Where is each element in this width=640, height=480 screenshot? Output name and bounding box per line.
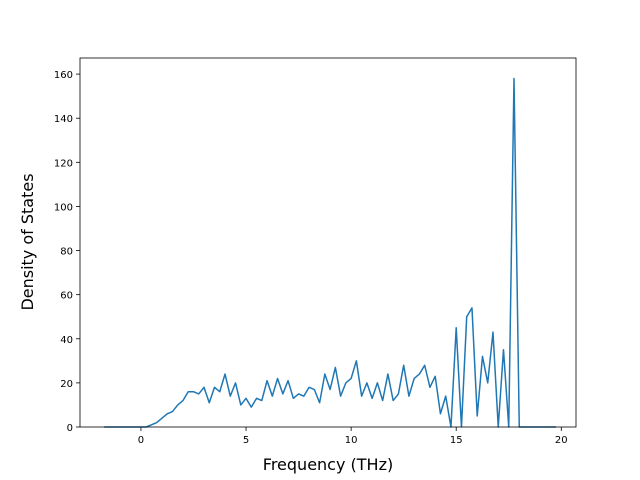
x-tick-label: 0 (138, 435, 144, 446)
y-tick-label: 40 (60, 335, 73, 346)
y-tick-label: 20 (60, 379, 73, 390)
x-tick-label: 20 (555, 435, 568, 446)
y-tick-label: 80 (60, 247, 73, 258)
y-tick-label: 60 (60, 291, 73, 302)
x-axis-label: Frequency (THz) (263, 455, 393, 474)
y-tick-label: 0 (67, 423, 73, 434)
x-tick-label: 15 (450, 435, 463, 446)
y-tick-label: 120 (54, 158, 73, 169)
x-tick-label: 5 (243, 435, 249, 446)
x-tick-label: 10 (345, 435, 358, 446)
y-axis-label: Density of States (18, 173, 37, 310)
line-series (104, 77, 557, 428)
y-tick-label: 100 (54, 202, 73, 213)
plot-frame (79, 57, 577, 428)
y-tick-label: 160 (54, 70, 73, 81)
y-tick-label: 140 (54, 114, 73, 125)
